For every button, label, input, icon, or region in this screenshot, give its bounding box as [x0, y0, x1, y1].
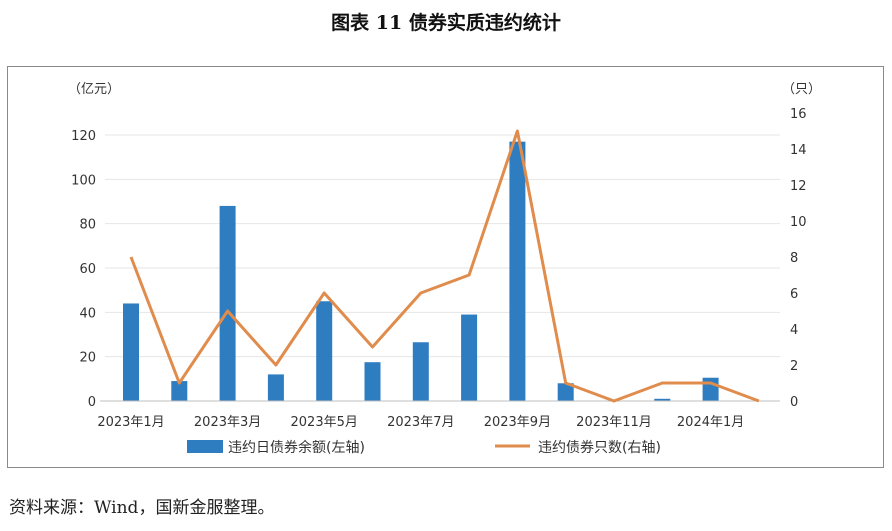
bar-series	[123, 141, 719, 401]
right-axis-ticks: 0 2 4 6 8 10 12 14 16	[790, 107, 807, 410]
right-tick-label: 12	[790, 179, 807, 194]
x-tick-label: 2023年1月	[97, 415, 164, 430]
line-series	[129, 129, 760, 403]
x-tick-label: 2023年3月	[194, 415, 261, 430]
x-tick-label: 2024年1月	[677, 415, 744, 430]
legend: 违约日债券余额(左轴) 违约债券只数(右轴)	[187, 439, 661, 456]
right-tick-label: 14	[790, 143, 807, 158]
right-tick-label: 6	[790, 287, 798, 302]
chart-frame	[7, 66, 884, 468]
right-tick-label: 16	[790, 107, 807, 122]
left-tick-label: 60	[79, 262, 96, 277]
x-tick-label: 2023年9月	[484, 415, 551, 430]
left-tick-label: 40	[79, 306, 96, 321]
legend-line-label: 违约债券只数(右轴)	[538, 440, 661, 456]
right-tick-label: 2	[790, 359, 798, 374]
x-tick-label: 2023年5月	[291, 415, 358, 430]
bar-5	[316, 301, 333, 401]
x-axis-ticks: 2023年1月 2023年3月 2023年5月 2023年7月 2023年9月 2023年…	[97, 415, 744, 430]
right-axis-unit: （只）	[782, 82, 821, 97]
source-note: 资料来源：Wind，国新金服整理。	[9, 498, 275, 518]
right-tick-label: 10	[790, 215, 807, 230]
chart-title: 图表 11 债券实质违约统计	[331, 12, 561, 34]
bar-4	[267, 374, 284, 401]
x-tick-label: 2023年11月	[576, 415, 652, 430]
bar-2	[171, 381, 188, 401]
legend-bar-swatch	[187, 440, 223, 453]
right-tick-label: 8	[790, 251, 798, 266]
bar-3	[219, 205, 236, 401]
bar-12	[654, 398, 671, 401]
bar-7	[412, 342, 429, 401]
left-tick-label: 100	[71, 173, 96, 188]
left-tick-label: 0	[88, 395, 96, 410]
left-axis-unit: （亿元）	[68, 82, 120, 97]
right-tick-label: 0	[790, 395, 798, 410]
right-tick-label: 4	[790, 323, 798, 338]
left-tick-label: 80	[79, 218, 96, 233]
x-tick-label: 2023年7月	[387, 415, 454, 430]
bar-9	[509, 141, 526, 401]
bar-10	[557, 383, 574, 401]
legend-bar-label: 违约日债券余额(左轴)	[228, 439, 365, 456]
gridlines	[105, 134, 780, 358]
bar-1	[123, 303, 139, 401]
left-axis-ticks: 0 20 40 60 80 100 120	[71, 129, 96, 410]
left-tick-label: 120	[71, 129, 96, 144]
left-tick-label: 20	[79, 351, 96, 366]
bar-8	[461, 314, 478, 401]
bar-6	[364, 362, 381, 401]
bar-13	[702, 377, 719, 401]
